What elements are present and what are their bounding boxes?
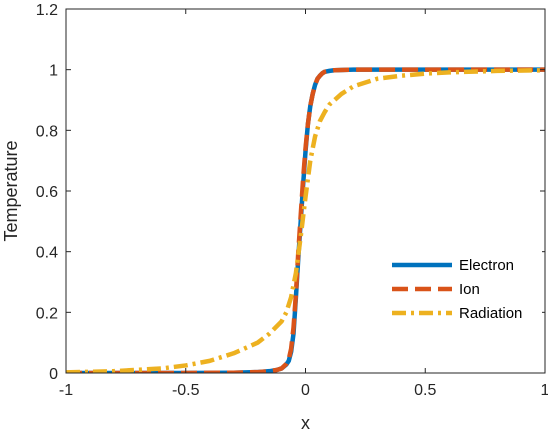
y-tick-label: 1 [49, 63, 58, 80]
legend: Electron Ion Radiation [388, 250, 542, 328]
x-tick-label: 1 [541, 382, 548, 399]
y-tick-label: 0.2 [36, 305, 58, 322]
legend-label-electron: Electron [459, 257, 514, 274]
tick-marks [65, 8, 546, 374]
y-axis-label: Temperature [1, 140, 21, 241]
y-tick-label: 1.2 [36, 2, 58, 19]
legend-label-ion: Ion [459, 281, 480, 298]
series-line-radiation [66, 68, 545, 373]
y-tick-label: 0 [49, 366, 58, 383]
x-tick-label: -1 [59, 382, 73, 399]
series-line-ion [66, 67, 545, 373]
y-tick-label: 0.6 [36, 184, 58, 201]
y-tick-label: 0.4 [36, 245, 58, 262]
legend-label-radiation: Radiation [459, 305, 522, 322]
series-layer [66, 67, 545, 373]
tick-labels: -1 -0.5 0 0.5 1 0 0.2 0.4 0.6 0.8 1 1.2 [36, 2, 548, 399]
y-tick-label: 0.8 [36, 123, 58, 140]
x-tick-label: -0.5 [172, 382, 200, 399]
x-tick-label: 0.5 [414, 382, 436, 399]
x-axis-label: x [301, 413, 310, 433]
x-tick-label: 0 [301, 382, 310, 399]
